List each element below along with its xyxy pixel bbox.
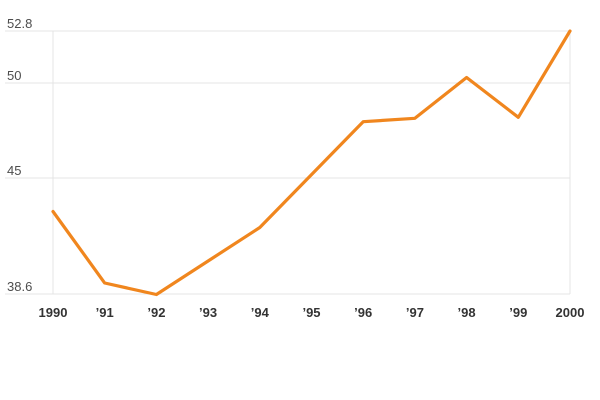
svg-text:’95: ’95	[302, 305, 320, 320]
svg-text:’97: ’97	[406, 305, 424, 320]
svg-text:’94: ’94	[251, 305, 270, 320]
svg-text:38.6: 38.6	[7, 279, 32, 294]
svg-text:45: 45	[7, 163, 21, 178]
svg-text:’96: ’96	[354, 305, 372, 320]
svg-text:’93: ’93	[199, 305, 217, 320]
svg-text:’91: ’91	[96, 305, 114, 320]
svg-text:50: 50	[7, 68, 21, 83]
svg-text:’92: ’92	[147, 305, 165, 320]
svg-text:1990: 1990	[39, 305, 68, 320]
svg-text:’99: ’99	[509, 305, 527, 320]
svg-text:’98: ’98	[458, 305, 476, 320]
svg-text:2000: 2000	[556, 305, 585, 320]
svg-text:52.8: 52.8	[7, 16, 32, 31]
